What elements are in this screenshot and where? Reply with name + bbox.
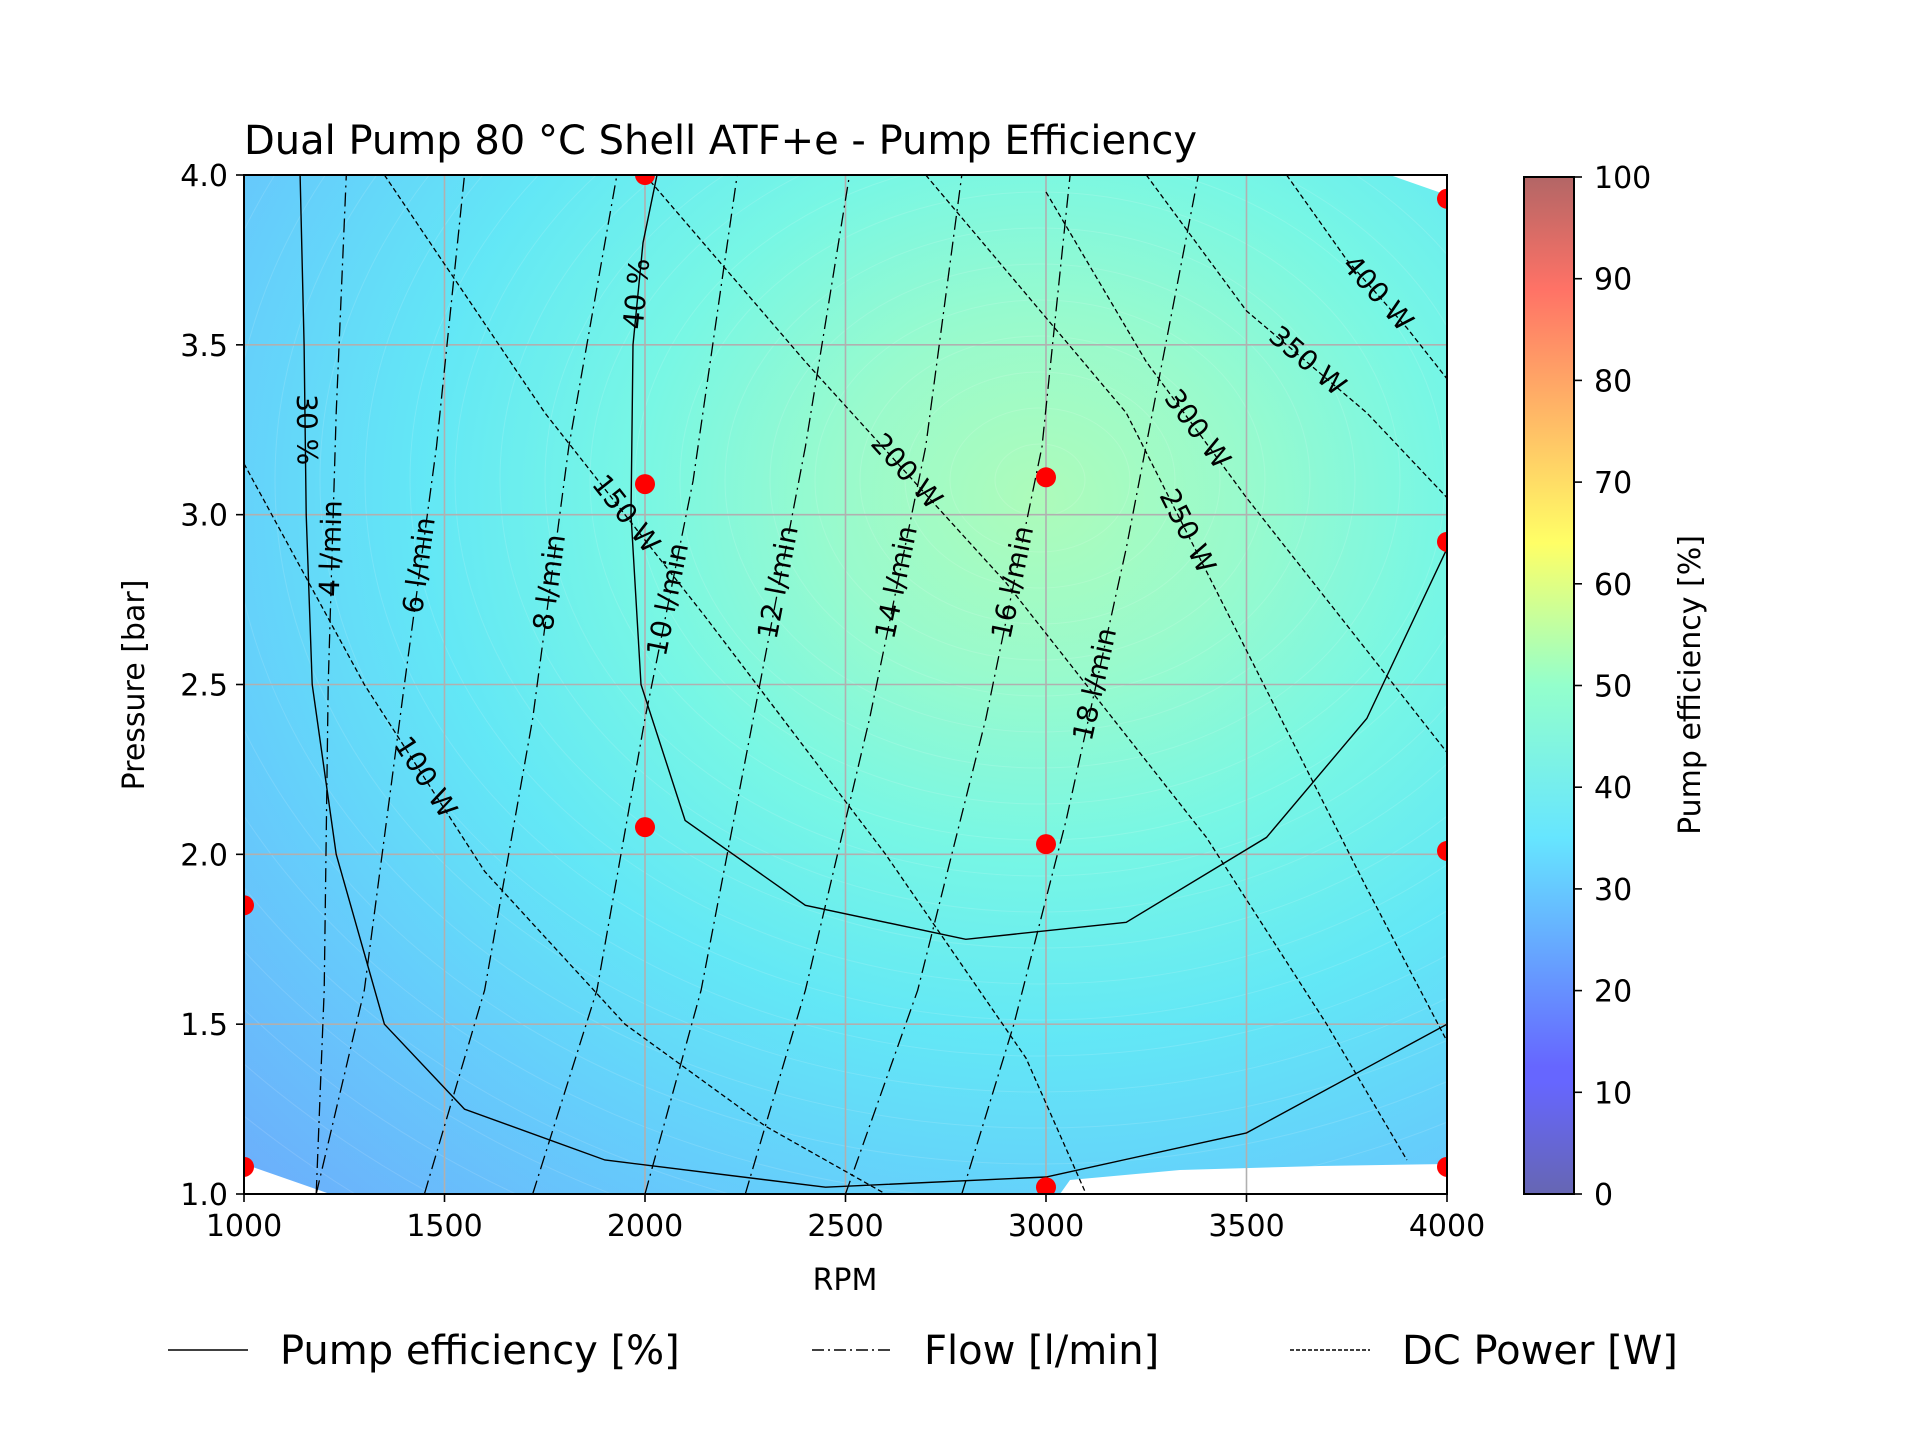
flow-contour-line (961, 175, 1200, 1194)
measured-point (635, 175, 655, 185)
y-tick-label: 4.0 (180, 159, 228, 194)
iso-ring (904, 371, 1176, 589)
flow-contour-label: 4 l/min (313, 500, 349, 598)
y-tick-label: 3.0 (180, 499, 228, 534)
y-tick-label: 1.5 (180, 1008, 228, 1043)
iso-ring (319, 175, 1447, 1057)
efficiency-contour-line (630, 175, 1447, 941)
colorbar-tick-label: 80 (1594, 364, 1632, 399)
colorbar-tick-label: 30 (1594, 873, 1632, 908)
power-contours (244, 175, 1447, 1194)
iso-ring (454, 175, 1447, 949)
x-axis-ticks: 1000 1500 2000 2500 3000 3500 4000 (206, 1194, 1485, 1244)
flow-contours (315, 175, 1200, 1194)
measured-point (1036, 467, 1056, 488)
x-tick-label: 4000 (1409, 1209, 1485, 1244)
colorbar-gradient (1524, 177, 1574, 1194)
measured-point (1437, 188, 1447, 209)
colorbar-tick-label: 20 (1594, 975, 1632, 1010)
y-tick-label: 3.5 (180, 329, 228, 364)
colorbar-tick-label: 90 (1594, 263, 1632, 298)
grid-lines (244, 175, 1447, 1194)
iso-ring (409, 175, 1447, 985)
chart-title: Dual Pump 80 °C Shell ATF+e - Pump Effic… (244, 118, 1197, 164)
colorbar-tick-label: 0 (1594, 1178, 1613, 1213)
iso-ring (859, 335, 1221, 625)
legend-label-efficiency: Pump efficiency [%] (280, 1328, 680, 1374)
iso-ring (724, 227, 1356, 733)
power-contour-line (244, 463, 886, 1194)
measured-point (1437, 531, 1447, 552)
y-axis-ticks: 1.0 1.5 2.0 2.5 3.0 3.5 4.0 (180, 159, 244, 1213)
flow-contour-line (744, 175, 963, 1194)
measured-point (1036, 1177, 1056, 1194)
measured-point (1036, 834, 1056, 855)
measured-point (244, 895, 254, 916)
efficiency-contour-label: 30 % (290, 394, 324, 466)
colorbar-tick-label: 40 (1594, 771, 1632, 806)
iso-ring (499, 175, 1447, 913)
power-contour-line (1286, 175, 1447, 380)
x-tick-label: 2000 (607, 1209, 683, 1244)
y-axis-label: Pressure [bar] (117, 580, 152, 791)
iso-ring (244, 175, 1447, 1129)
legend-label-flow: Flow [l/min] (924, 1328, 1159, 1374)
x-tick-label: 3000 (1008, 1209, 1084, 1244)
iso-ring (274, 175, 1447, 1093)
measured-point (1437, 840, 1447, 861)
colorbar: 0 10 20 30 40 50 60 70 80 90 100 Pump efficiency [… (1523, 161, 1708, 1213)
iso-ring (244, 175, 1447, 1165)
legend: Pump efficiency [%] Flow [l/min] DC Powe… (168, 1328, 1678, 1374)
measured-points (244, 175, 1447, 1194)
measured-point (1437, 1156, 1447, 1177)
flow-contour-line (532, 175, 738, 1194)
flow-contour-line (315, 175, 347, 1194)
colorbar-tick-label: 60 (1594, 568, 1632, 603)
x-tick-label: 1500 (406, 1209, 482, 1244)
iso-ring (769, 263, 1311, 697)
power-contour-line (644, 175, 1408, 1161)
iso-ring (994, 443, 1086, 517)
colorbar-tick-label: 70 (1594, 466, 1632, 501)
colorbar-label: Pump efficiency [%] (1673, 535, 1708, 835)
efficiency-contours (299, 175, 1447, 1188)
colorbar-tick-label: 10 (1594, 1076, 1632, 1111)
measured-point (635, 817, 655, 838)
power-contour-line (925, 175, 1447, 1042)
colorbar-ticks: 0 10 20 30 40 50 60 70 80 90 100 (1574, 161, 1651, 1213)
x-tick-label: 3500 (1208, 1209, 1284, 1244)
iso-ring (949, 407, 1131, 553)
legend-label-power: DC Power [W] (1402, 1328, 1678, 1374)
y-tick-label: 2.0 (180, 838, 228, 873)
x-axis-label: RPM (813, 1263, 878, 1298)
iso-ring (544, 175, 1447, 877)
measured-point (244, 1156, 254, 1177)
iso-ring (364, 175, 1447, 1021)
efficiency-contour-label: 40 % (617, 257, 657, 331)
flow-contour-line (644, 175, 851, 1194)
colorbar-tick-label: 100 (1594, 161, 1651, 196)
flow-contour-line (844, 175, 1071, 1194)
y-tick-label: 1.0 (180, 1178, 228, 1213)
power-contour-line (383, 175, 1087, 1194)
x-tick-label: 1000 (206, 1209, 282, 1244)
iso-ring (679, 191, 1401, 769)
y-tick-label: 2.5 (180, 669, 228, 704)
colorbar-tick-label: 50 (1594, 670, 1632, 705)
x-tick-label: 2500 (807, 1209, 883, 1244)
iso-ring (814, 299, 1266, 661)
flow-contour-line (423, 175, 618, 1194)
power-contour-line (1145, 175, 1447, 499)
measured-point (635, 474, 655, 495)
iso-ring (634, 175, 1446, 805)
power-contour-line (1045, 191, 1447, 753)
efficiency-contour-line (299, 175, 1447, 1188)
flow-contour-line (315, 175, 466, 1194)
